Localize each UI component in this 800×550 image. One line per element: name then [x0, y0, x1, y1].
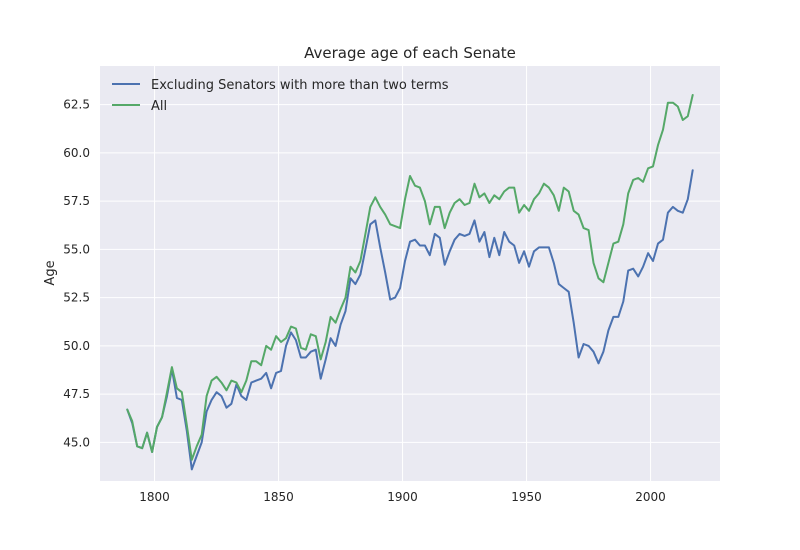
y-tick-label: 62.5 [63, 98, 90, 112]
series-line-1 [126, 169, 694, 471]
plot-background [100, 66, 720, 481]
y-tick-label: 57.5 [63, 194, 90, 208]
series-lines [126, 94, 694, 471]
y-tick-label: 45.0 [63, 435, 90, 449]
y-tick-label: 55.0 [63, 242, 90, 256]
y-tick-label: 52.5 [63, 291, 90, 305]
legend-label-2: All [151, 99, 167, 114]
series-line-2 [126, 94, 694, 461]
x-tick-label: 2000 [635, 490, 666, 504]
chart-title: Average age of each Senate [304, 44, 516, 62]
x-tick-labels: 1800 1850 1900 1950 2000 [139, 490, 666, 504]
y-tick-label: 60.0 [63, 146, 90, 160]
x-tick-label: 1950 [511, 490, 542, 504]
x-tick-label: 1900 [387, 490, 418, 504]
y-tick-labels: 45.0 47.5 50.0 52.5 55.0 57.5 60.0 62.5 [63, 98, 90, 450]
legend: Excluding Senators with more than two te… [112, 78, 449, 114]
x-tick-label: 1850 [263, 490, 294, 504]
y-tick-label: 50.0 [63, 339, 90, 353]
y-axis-label: Age [43, 260, 58, 285]
y-tick-label: 47.5 [63, 387, 90, 401]
x-tick-label: 1800 [139, 490, 170, 504]
legend-label-1: Excluding Senators with more than two te… [151, 78, 449, 93]
